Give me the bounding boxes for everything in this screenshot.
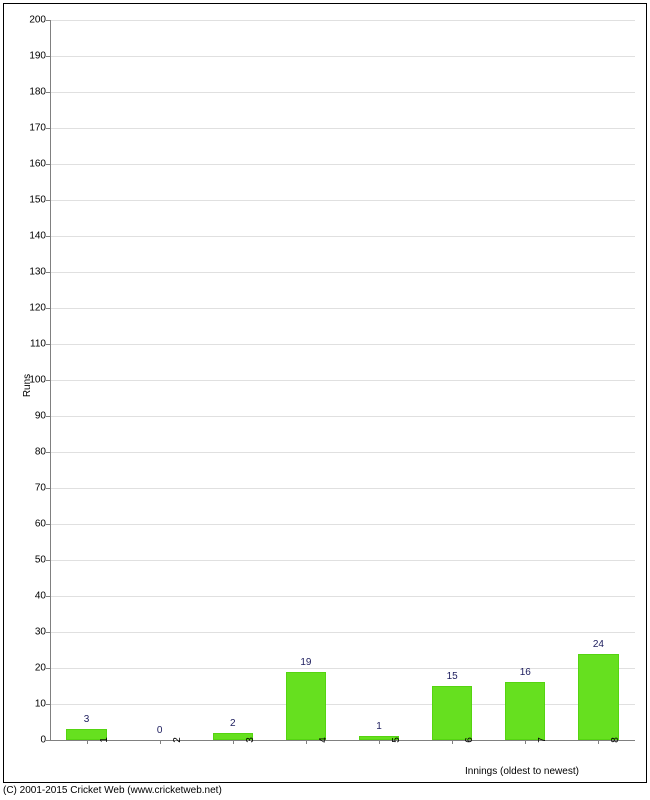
bar-value-label: 0 [157,725,163,736]
gridline [50,524,635,525]
gridline [50,632,635,633]
gridline [50,272,635,273]
footer-copyright: (C) 2001-2015 Cricket Web (www.cricketwe… [3,785,222,796]
chart-container: 0102030405060708090100110120130140150160… [0,0,650,800]
gridline [50,704,635,705]
gridline [50,560,635,561]
y-axis-title: Runs [22,374,33,397]
bar-value-label: 16 [520,667,531,678]
gridline [50,128,635,129]
x-tick-label: 6 [452,737,475,743]
gridline [50,200,635,201]
bar-value-label: 3 [84,714,90,725]
gridline [50,164,635,165]
x-tick-label: 7 [525,737,548,743]
x-axis-title: Innings (oldest to newest) [465,766,579,777]
gridline [50,452,635,453]
gridline [50,92,635,93]
x-tick-label: 5 [379,737,402,743]
y-axis-line [50,20,51,740]
gridline [50,20,635,21]
bar-value-label: 24 [593,639,604,650]
x-tick-label: 8 [598,737,621,743]
bar [286,672,326,740]
x-tick-label: 3 [233,737,256,743]
gridline [50,668,635,669]
bar [505,682,545,740]
gridline [50,416,635,417]
gridline [50,344,635,345]
x-tick-label: 4 [306,737,329,743]
gridline [50,308,635,309]
x-tick-label: 2 [160,737,183,743]
bar [578,654,618,740]
bar-value-label: 1 [376,721,382,732]
gridline [50,596,635,597]
gridline [50,380,635,381]
bar-value-label: 15 [447,671,458,682]
bar-value-label: 2 [230,718,236,729]
gridline [50,56,635,57]
plot-area: 0102030405060708090100110120130140150160… [50,20,635,740]
x-tick-label: 1 [87,737,110,743]
gridline [50,488,635,489]
bar-value-label: 19 [300,657,311,668]
bar [432,686,472,740]
gridline [50,236,635,237]
